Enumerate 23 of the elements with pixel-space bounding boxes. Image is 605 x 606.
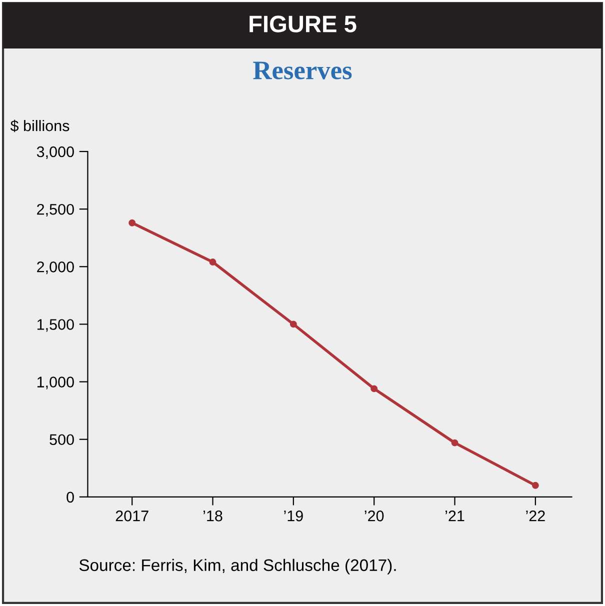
point — [128, 219, 136, 226]
x-tick-label: ’22 — [526, 510, 545, 522]
x-tick-label: 2017 — [116, 510, 148, 522]
source-note: Source: Ferris, Kim, and Schlusche (2017). — [79, 558, 396, 574]
chart-title: FIGURE 5 — [250, 16, 356, 32]
y-tick-label: 0 — [66, 492, 74, 503]
y-tick-label: 2,000 — [37, 262, 74, 274]
x-tick-label: ’19 — [284, 510, 303, 522]
point — [451, 439, 458, 446]
point — [290, 320, 297, 328]
point — [532, 482, 539, 489]
y-tick-label: 2,500 — [37, 204, 74, 217]
x-tick-label: ’18 — [204, 510, 222, 522]
y-tick-label: 3,000 — [36, 146, 74, 159]
y-tick-label: 500 — [50, 434, 74, 446]
point — [370, 385, 378, 392]
point — [209, 258, 216, 266]
x-tick-label: ’21 — [446, 510, 464, 522]
x-tick-label: ’20 — [364, 510, 384, 522]
y-tick-label: 1,500 — [37, 319, 74, 332]
y-axis-title: $ billions — [10, 120, 70, 132]
chart-subtitle: Reserves — [253, 62, 352, 80]
y-tick-label: 1,000 — [37, 376, 74, 390]
